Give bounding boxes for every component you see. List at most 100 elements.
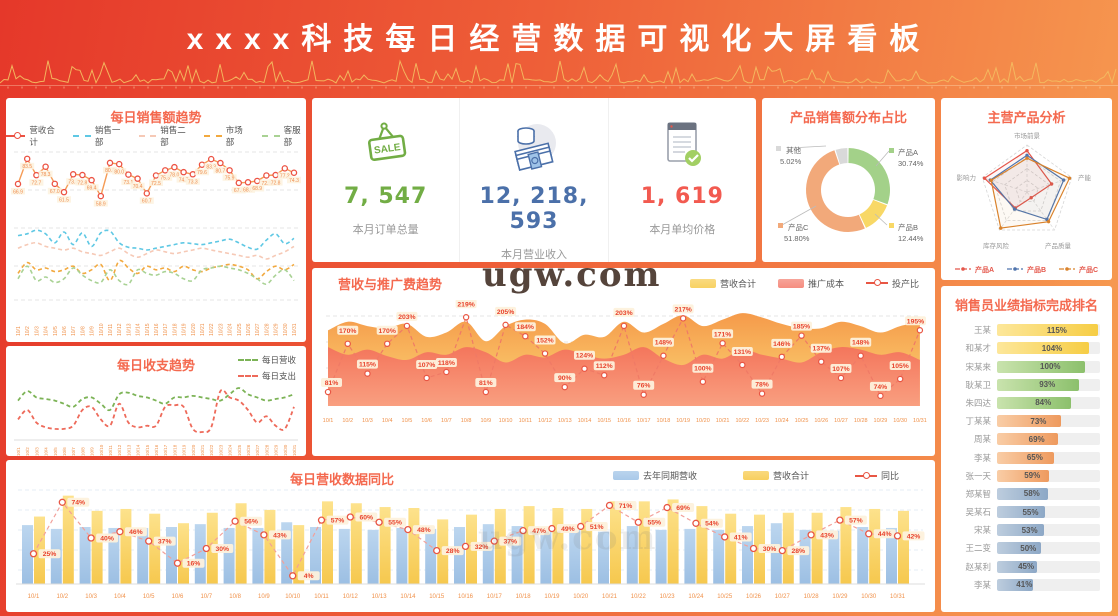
svg-text:10/3: 10/3 xyxy=(34,326,40,336)
ranking-percent: 84% xyxy=(1035,398,1052,408)
svg-text:78%: 78% xyxy=(755,382,769,389)
svg-text:产品B: 产品B xyxy=(898,222,918,232)
svg-text:10/12: 10/12 xyxy=(117,444,122,456)
svg-text:203%: 203% xyxy=(398,314,415,321)
svg-text:10/1: 10/1 xyxy=(323,418,334,424)
ranking-percent: 50% xyxy=(1020,543,1037,553)
legend-item[interactable]: 营收合计 xyxy=(689,277,756,290)
legend-item[interactable]: 市场部 xyxy=(204,124,248,148)
svg-text:产能: 产能 xyxy=(1078,173,1092,182)
ranking-row: 赵某利 45% xyxy=(949,560,1100,573)
svg-text:10/4: 10/4 xyxy=(114,594,126,600)
svg-text:10/21: 10/21 xyxy=(716,418,730,424)
svg-text:57%: 57% xyxy=(849,518,863,525)
ranking-bar-track: 104% xyxy=(997,342,1100,355)
legend-label: 投产比 xyxy=(891,278,919,289)
legend-item[interactable]: 营收合计 xyxy=(6,124,59,148)
svg-text:10/16: 10/16 xyxy=(617,418,631,424)
yoy-legend: 去年同期营收 营收合计 同比 xyxy=(612,469,899,482)
svg-text:10/29: 10/29 xyxy=(274,444,279,456)
svg-text:83.3: 83.3 xyxy=(206,164,216,170)
svg-text:44%: 44% xyxy=(878,531,892,538)
svg-text:79.6: 79.6 xyxy=(197,170,207,176)
legend-label: 销售一部 xyxy=(94,125,121,147)
ranking-percent: 100% xyxy=(1040,362,1061,372)
salesperson-name: 丁某某 xyxy=(965,416,991,427)
ranking-bar-fill: 69% xyxy=(997,433,1058,446)
svg-text:115%: 115% xyxy=(359,362,376,369)
avg-price-label: 本月单均价格 xyxy=(649,224,716,236)
svg-text:10/29: 10/29 xyxy=(874,418,888,424)
svg-text:10/6: 10/6 xyxy=(421,418,432,424)
svg-text:10/4: 10/4 xyxy=(44,326,50,336)
svg-text:54%: 54% xyxy=(705,521,719,528)
legend-item[interactable]: 客服部 xyxy=(262,124,306,148)
ranking-row: 宋某 53% xyxy=(949,524,1100,537)
revenue-total-label: 本月营业收入 xyxy=(500,249,567,261)
ranking-bar-track: 59% xyxy=(997,469,1100,482)
header: xxxx科技每日经营数据可视化大屏看板 xyxy=(0,0,1118,92)
svg-text:10/26: 10/26 xyxy=(746,594,762,600)
ranking-row: 和某才 104% xyxy=(949,342,1100,355)
svg-text:48%: 48% xyxy=(417,527,431,534)
svg-text:75.9: 75.9 xyxy=(225,176,235,182)
svg-text:10/3: 10/3 xyxy=(362,418,373,424)
ranking-bar-track: 93% xyxy=(997,378,1100,391)
ranking-bar-track: 69% xyxy=(997,433,1100,446)
svg-text:10/20: 10/20 xyxy=(573,594,589,600)
svg-text:10/25: 10/25 xyxy=(717,594,733,600)
svg-text:10/13: 10/13 xyxy=(126,323,132,336)
legend-item[interactable]: 同比 xyxy=(854,469,899,482)
svg-text:10/18: 10/18 xyxy=(172,323,178,336)
legend-item[interactable]: 投产比 xyxy=(865,277,919,290)
ranking-percent: 104% xyxy=(1041,343,1063,353)
legend-item[interactable]: 每日营收 xyxy=(237,354,296,366)
svg-text:10/29: 10/29 xyxy=(832,594,848,600)
salesperson-name: 李某 xyxy=(973,452,991,463)
svg-text:60.7: 60.7 xyxy=(142,199,152,205)
svg-text:107%: 107% xyxy=(418,362,435,369)
svg-text:28%: 28% xyxy=(791,548,805,555)
legend-item[interactable]: 营收合计 xyxy=(742,469,809,482)
svg-text:10/30: 10/30 xyxy=(283,323,289,336)
svg-text:47%: 47% xyxy=(532,528,546,535)
legend-item[interactable]: 推广成本 xyxy=(777,277,844,290)
legend-item[interactable]: 销售二部 xyxy=(138,124,190,148)
legend-item[interactable]: 去年同期营收 xyxy=(612,469,697,482)
svg-text:10/15: 10/15 xyxy=(429,594,445,600)
kpi-card-avg-price: 1, 619 本月单均价格 xyxy=(607,98,756,262)
svg-text:10/14: 10/14 xyxy=(400,594,416,600)
svg-text:61.5: 61.5 xyxy=(59,197,69,203)
panel-daily-sales-trend: 每日销售额趋势 营收合计 销售一部 销售二部 市场部 客服部 66.9 83.5 72.7 7… xyxy=(6,98,306,342)
ranking-list: 王某 115% 和某才 104% 宋某来 100% 耿某卫 93% 朱四达 84% 丁某某 73% 周某… xyxy=(941,314,1112,591)
svg-text:10/3: 10/3 xyxy=(85,594,97,600)
legend-swatch xyxy=(138,135,157,137)
panel-main-products: 主营产品分析 市场前景 产能 产品质量 库存风险 影响力 产品A 产品B 产品C xyxy=(941,98,1112,280)
ranking-bar-fill: 104% xyxy=(997,342,1089,355)
svg-text:产品A: 产品A xyxy=(975,265,994,274)
svg-text:205%: 205% xyxy=(497,309,514,316)
panel-revenue-promotion: 营收与推广费趋势 营收合计 推广成本 投产比 81% 170% 115% 170% 203%… xyxy=(312,268,935,456)
svg-text:10/18: 10/18 xyxy=(657,418,671,424)
legend-item[interactable]: 每日支出 xyxy=(237,370,296,382)
svg-text:46%: 46% xyxy=(129,529,143,536)
svg-text:185%: 185% xyxy=(793,324,810,331)
svg-text:217%: 217% xyxy=(674,306,691,313)
svg-text:80.0: 80.0 xyxy=(114,169,124,175)
svg-text:10/31: 10/31 xyxy=(890,594,906,600)
svg-text:81%: 81% xyxy=(479,380,493,387)
svg-text:72.5: 72.5 xyxy=(262,181,272,187)
ranking-bar-track: 55% xyxy=(997,506,1100,519)
svg-text:10/11: 10/11 xyxy=(108,324,114,336)
svg-text:10/30: 10/30 xyxy=(283,444,288,456)
svg-text:10/17: 10/17 xyxy=(163,323,169,336)
svg-text:10/9: 10/9 xyxy=(90,447,95,456)
panel-kpi-cards: SALE 7, 547 本月订单总量 xyxy=(312,98,756,262)
svg-text:74%: 74% xyxy=(874,384,888,391)
legend-item[interactable]: 销售一部 xyxy=(73,124,124,148)
svg-text:131%: 131% xyxy=(734,349,751,356)
ranking-percent: 115% xyxy=(1046,325,1067,335)
svg-text:SALE: SALE xyxy=(373,142,401,157)
svg-text:10/24: 10/24 xyxy=(228,323,234,336)
svg-text:10/5: 10/5 xyxy=(143,594,155,600)
